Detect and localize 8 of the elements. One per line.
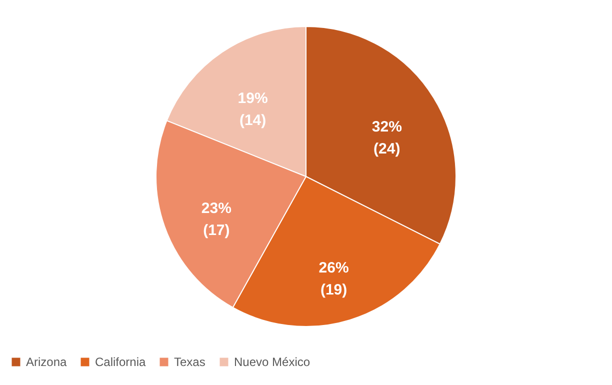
data-label: 26% (19) [318,259,349,298]
data-label: 32% (24) [372,118,402,158]
legend-label: California [95,355,146,369]
legend-label: Texas [174,355,206,369]
legend-label: Nuevo México [234,355,310,369]
legend-label: Arizona [26,355,68,369]
data-label: 23% (17) [201,200,232,240]
data-label: 19% (14) [238,90,268,129]
